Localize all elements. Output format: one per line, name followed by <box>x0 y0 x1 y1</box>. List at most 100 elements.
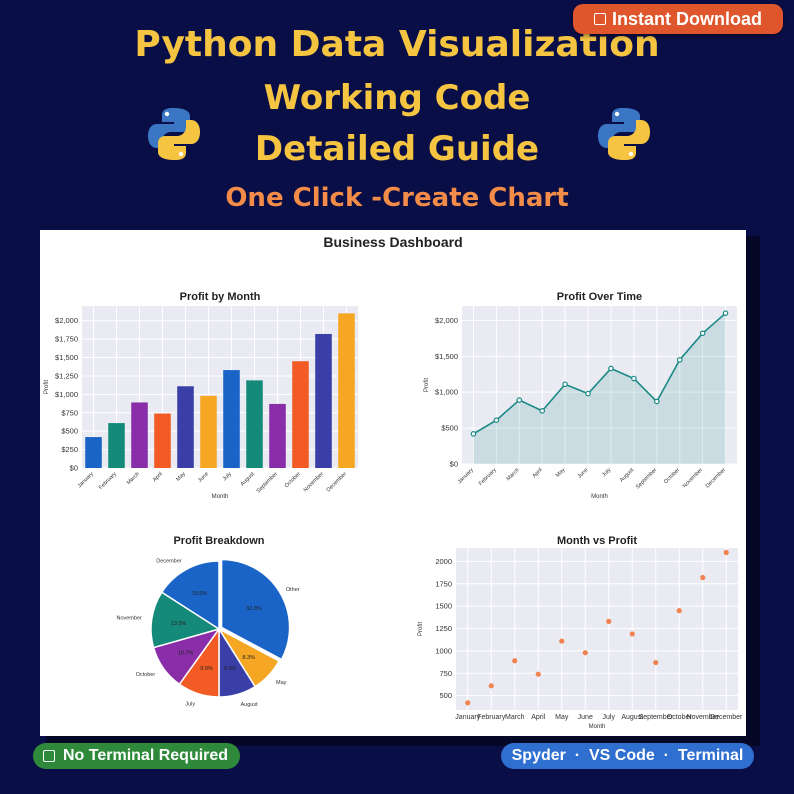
x-tick-label: January <box>457 467 475 485</box>
dashboard-charts: Profit by Month $0 $250 $500 $750 $1,000 $1,25… <box>44 291 743 730</box>
data-point <box>539 408 546 414</box>
y-tick-label: $1,000 <box>435 388 458 397</box>
pie-slice-label: October <box>136 672 156 678</box>
bar <box>292 361 309 468</box>
y-tick-label: $250 <box>61 445 78 454</box>
x-tick-label: March <box>506 467 521 482</box>
scatter-point <box>488 683 494 689</box>
no-terminal-badge: No Terminal Required <box>33 743 240 769</box>
data-point <box>699 330 706 337</box>
x-tick-label: November <box>687 714 720 721</box>
x-tick-label: July <box>603 714 616 721</box>
scatter-point <box>676 608 682 614</box>
x-tick-label: July <box>222 471 233 482</box>
x-tick-label: March <box>126 471 141 486</box>
x-tick-label: October <box>663 467 681 485</box>
y-tick-label: 500 <box>439 691 452 700</box>
scatter-point <box>723 549 729 556</box>
area-fill <box>473 313 726 464</box>
data-point <box>631 375 637 382</box>
data-point <box>585 390 591 397</box>
bar <box>269 403 286 468</box>
scatter-point <box>653 659 659 666</box>
y-tick-label: 1250 <box>435 624 452 633</box>
y-tick-label: $0 <box>70 464 78 473</box>
scatter-point <box>535 671 541 677</box>
x-tick-label: November <box>303 471 325 493</box>
scatter-point <box>700 574 706 581</box>
chart-title: Profit Over Time <box>557 291 642 303</box>
pie-pct-label: 10.7% <box>178 650 194 656</box>
x-tick-label: September <box>256 471 279 494</box>
pie-slice-label: December <box>156 559 182 565</box>
y-tick-label: $0 <box>450 460 458 469</box>
x-tick-label: January <box>455 714 480 721</box>
python-logo-icon <box>148 108 200 160</box>
y-tick-label: $1,500 <box>435 352 458 361</box>
dashboard-title: Business Dashboard <box>323 234 463 250</box>
y-tick-label: 1000 <box>435 646 452 655</box>
box-icon <box>594 13 606 25</box>
no-terminal-label: No Terminal Required <box>63 747 229 764</box>
y-axis-label: Profit <box>418 622 424 636</box>
y-tick-label: 1500 <box>435 602 452 611</box>
x-tick-label: May <box>175 471 187 483</box>
instant-download-button[interactable]: Instant Download <box>573 4 783 34</box>
pie-pct-label: 8.3% <box>243 655 256 661</box>
x-tick-label: November <box>682 467 704 489</box>
pie-pct-label: 9.9% <box>200 666 213 672</box>
y-tick-label: 750 <box>439 669 452 678</box>
bar <box>223 370 240 468</box>
box-icon <box>43 750 55 762</box>
pie-pct-label: 13.5% <box>171 621 187 627</box>
x-axis-label: Month <box>212 494 229 500</box>
y-tick-label: $1,750 <box>55 335 78 344</box>
y-tick-label: 1750 <box>435 579 452 588</box>
x-tick-label: December <box>705 467 727 489</box>
header-line-1: Python Data Visualization <box>134 24 660 65</box>
x-tick-label: February <box>478 467 498 487</box>
x-tick-label: October <box>284 471 302 489</box>
x-tick-label: August <box>619 467 636 484</box>
y-tick-label: $1,000 <box>55 390 78 399</box>
y-tick-label: $500 <box>61 427 78 436</box>
bar <box>154 413 171 468</box>
x-tick-label: February <box>477 714 506 721</box>
data-point <box>676 357 683 363</box>
chart-title: Profit Breakdown <box>173 535 264 547</box>
scatter-point <box>559 638 565 644</box>
tools-badge: Spyder · VS Code · Terminal <box>501 743 754 769</box>
plot-area <box>462 306 737 464</box>
y-tick-label: $1,250 <box>55 371 78 380</box>
tools-label: Spyder · VS Code · Terminal <box>511 747 744 764</box>
x-tick-label: July <box>601 467 612 478</box>
y-tick-label: $2,000 <box>435 316 458 325</box>
x-tick-label: January <box>77 471 95 489</box>
bar <box>200 395 217 468</box>
x-tick-label: October <box>667 714 693 721</box>
pie-slice-label: November <box>116 616 142 622</box>
scatter-point <box>512 658 518 664</box>
x-tick-label: April <box>532 467 544 479</box>
x-tick-label: April <box>152 471 164 483</box>
x-tick-label: March <box>505 714 525 721</box>
pie-slice-label: May <box>276 680 287 686</box>
header-line-3: Detailed Guide <box>254 129 540 169</box>
scatter-point <box>606 618 612 624</box>
x-tick-label: April <box>531 714 545 721</box>
y-tick-label: $500 <box>441 424 458 433</box>
x-tick-label: June <box>197 471 210 484</box>
y-tick-label: 2000 <box>435 557 452 566</box>
bar <box>85 437 102 468</box>
scatter-point <box>465 700 471 706</box>
dashboard-panel: Business Dashboard Profit by Month $0 $250… <box>40 230 746 736</box>
pie-pct-label: 15.5% <box>192 591 208 597</box>
scatter-point <box>629 631 635 637</box>
bar <box>338 313 355 468</box>
header-line-2: Working Code <box>263 78 531 118</box>
pie-slice-label: July <box>185 701 195 707</box>
series-line <box>473 312 727 435</box>
pie-slice-label: Other <box>286 587 300 593</box>
x-tick-label: May <box>555 467 567 479</box>
data-point <box>608 365 614 372</box>
